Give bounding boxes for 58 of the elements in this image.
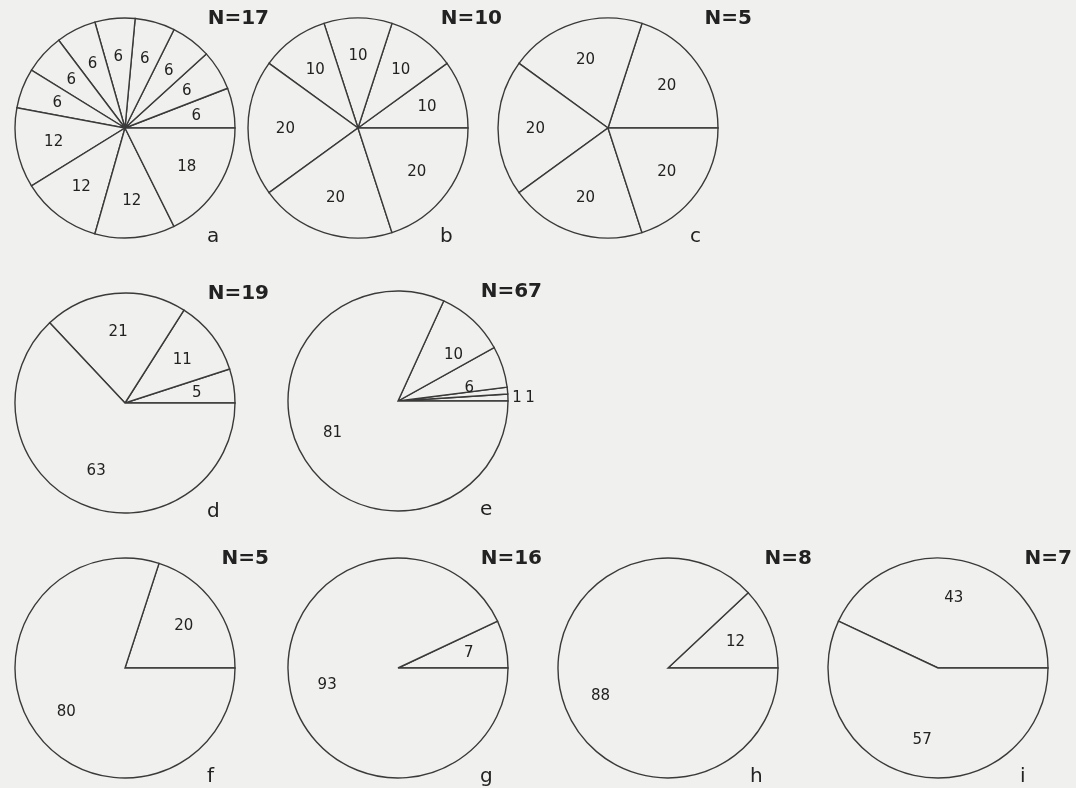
chart-title: N=19 — [207, 280, 269, 304]
chart-title: N=17 — [207, 5, 269, 29]
text: e — [480, 496, 493, 520]
text: g — [480, 763, 493, 787]
data-label: 6 — [113, 46, 124, 65]
data-label: 6 — [66, 70, 77, 89]
data-label: 21 — [108, 321, 128, 340]
chart-title: N=5 — [704, 5, 752, 29]
data-label: 57 — [912, 729, 932, 748]
data-label: 12 — [71, 176, 91, 195]
data-label: 20 — [407, 161, 427, 180]
data-label: 6 — [52, 92, 63, 111]
data-label: 81 — [322, 423, 342, 442]
text: a — [207, 223, 220, 247]
data-label: 20 — [174, 616, 194, 635]
data-label: 20 — [576, 49, 596, 68]
data-label: 10 — [444, 345, 464, 364]
data-label: 20 — [326, 188, 346, 207]
text: h — [750, 763, 763, 787]
data-label: 20 — [576, 188, 596, 207]
data-label: 93 — [317, 674, 337, 693]
chart-title: N=10 — [440, 5, 502, 29]
data-label: 63 — [86, 460, 106, 479]
data-label: 10 — [417, 96, 437, 115]
data-label: 10 — [305, 60, 325, 79]
chart-title: N=5 — [221, 545, 269, 569]
data-label: 12 — [725, 632, 746, 651]
data-label: 88 — [590, 685, 611, 704]
data-label: 18 — [177, 157, 197, 176]
data-label: 7 — [464, 643, 474, 662]
text: i — [1020, 763, 1026, 787]
chart-title: N=67 — [480, 278, 542, 302]
data-label: 5 — [191, 382, 202, 401]
chart-title: N=16 — [480, 545, 542, 569]
text: f — [207, 763, 215, 787]
data-label: 10 — [348, 46, 368, 65]
data-label: 6 — [191, 105, 202, 124]
data-label: 6 — [87, 54, 98, 73]
text: d — [207, 498, 220, 522]
data-label: 6 — [163, 61, 174, 80]
data-label: 1 — [512, 388, 522, 407]
data-label: 20 — [525, 119, 545, 137]
data-label: 11 — [172, 349, 192, 368]
data-label: 1 — [525, 387, 535, 406]
chart-title: N=7 — [1024, 545, 1072, 569]
data-label: 6 — [181, 80, 192, 99]
text: b — [440, 223, 453, 247]
data-label: 43 — [944, 588, 964, 607]
data-label: 6 — [140, 49, 150, 68]
data-label: 80 — [56, 701, 76, 720]
data-label: 12 — [122, 191, 142, 210]
data-label: 12 — [44, 132, 64, 151]
data-label: 20 — [657, 76, 677, 95]
data-label: 20 — [275, 119, 295, 137]
data-label: 20 — [657, 161, 677, 180]
data-label: 10 — [391, 60, 411, 79]
chart-title: N=8 — [764, 545, 812, 569]
text: c — [690, 223, 701, 247]
